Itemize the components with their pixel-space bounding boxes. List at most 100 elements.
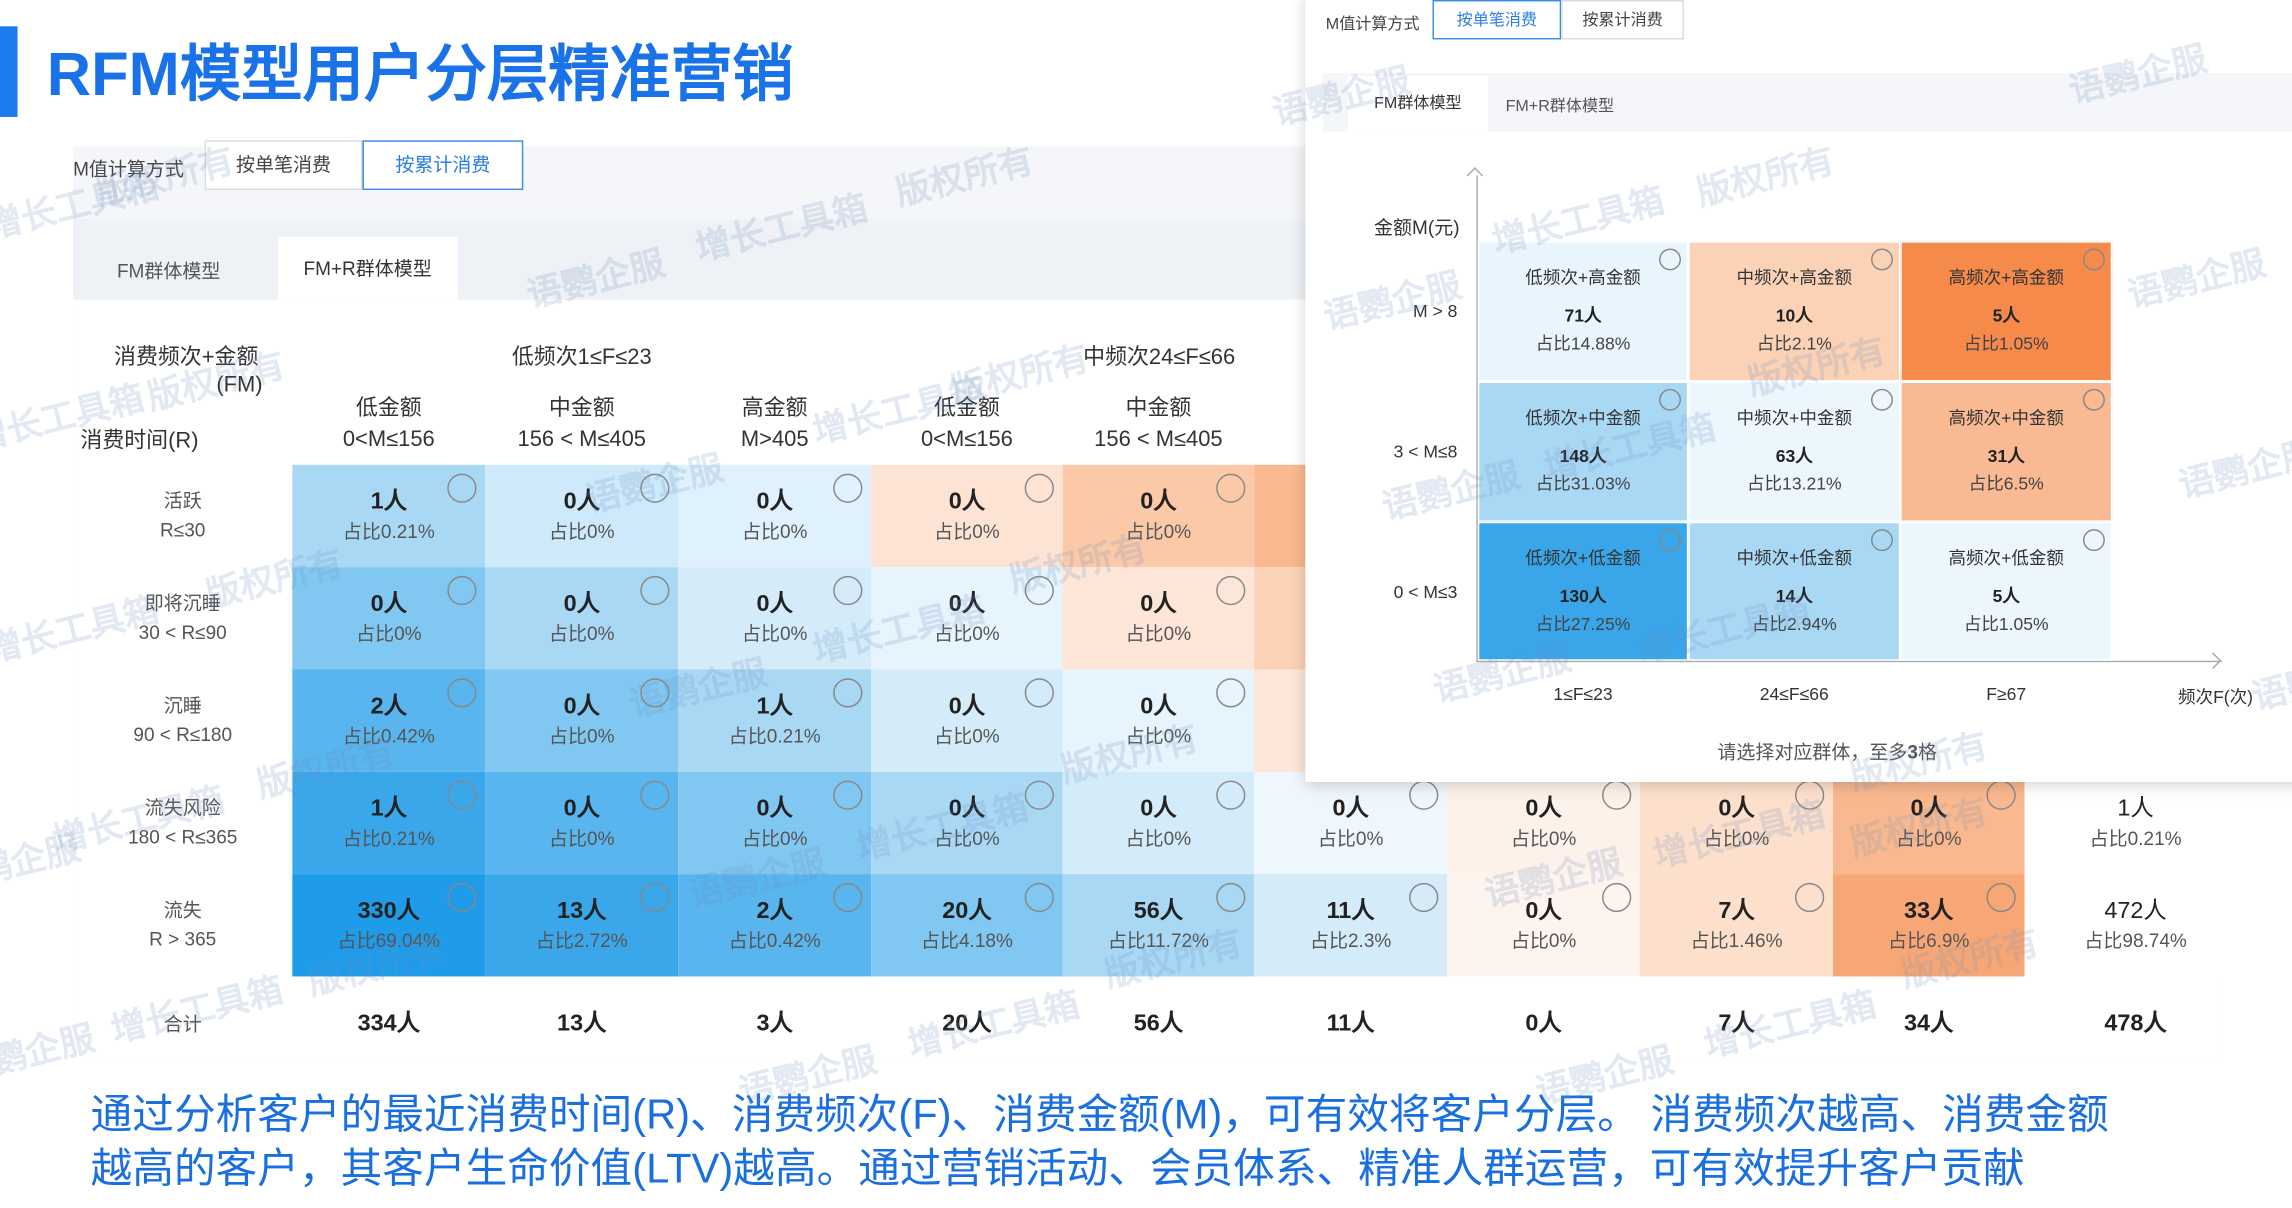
- grid-cell[interactable]: [1477, 241, 1689, 382]
- corner-text: 消费频次+金额: [114, 344, 259, 370]
- grid-cell[interactable]: [1900, 381, 2113, 522]
- grid-cell[interactable]: [1688, 381, 1901, 522]
- radio[interactable]: [1986, 882, 2016, 913]
- radio[interactable]: [833, 473, 863, 503]
- cell-count: 472人: [2104, 898, 2167, 924]
- grid-cell[interactable]: [1477, 381, 1689, 522]
- radio[interactable]: [1216, 473, 1246, 503]
- cell-count: 0人: [948, 694, 986, 720]
- radio[interactable]: [833, 678, 863, 708]
- watermark: 语鹦企服: [0, 828, 85, 901]
- radio[interactable]: [640, 575, 670, 606]
- radio[interactable]: [833, 575, 863, 606]
- note-part: 3: [1907, 741, 1918, 764]
- radio[interactable]: [1871, 529, 1893, 552]
- grid-label: 低频次+中金额: [1525, 407, 1641, 429]
- radio[interactable]: [1602, 882, 1632, 913]
- calc-option[interactable]: 按累计消费: [362, 140, 524, 191]
- radio[interactable]: [1024, 780, 1054, 810]
- cell-count: 20人: [942, 898, 992, 924]
- radio[interactable]: [2082, 529, 2105, 552]
- cell-count: 0人: [948, 489, 986, 515]
- radio[interactable]: [640, 780, 670, 810]
- radio[interactable]: [447, 882, 477, 913]
- x-axis: [1476, 660, 2222, 663]
- cell-share: 占比0%: [1703, 827, 1770, 850]
- radio[interactable]: [1409, 780, 1439, 810]
- grid-cell[interactable]: [1900, 241, 2113, 382]
- x-label: 24≤F≤66: [1759, 684, 1829, 705]
- group-header: 中频次24≤F≤66: [1083, 344, 1236, 370]
- grid-cell[interactable]: [1900, 521, 2113, 661]
- radio[interactable]: [1871, 248, 1893, 271]
- cell-count: 7人: [1718, 898, 1755, 924]
- radio[interactable]: [1871, 388, 1893, 411]
- x-axis-title: 频次F(次): [2177, 687, 2254, 708]
- model-tab[interactable]: FM+R群体模型: [277, 236, 458, 300]
- grid-count: 5人: [1992, 305, 2020, 326]
- radio[interactable]: [1659, 388, 1681, 411]
- radio[interactable]: [1024, 473, 1054, 503]
- cell-share: 占比0%: [1125, 725, 1192, 747]
- radio[interactable]: [1216, 882, 1246, 913]
- radio[interactable]: [2082, 388, 2105, 411]
- grid-count: 31人: [1987, 445, 2025, 467]
- grid-count: 63人: [1775, 445, 1813, 467]
- radio[interactable]: [1216, 780, 1246, 810]
- radio[interactable]: [1216, 678, 1246, 708]
- cell-count: 0人: [756, 489, 793, 515]
- model-tab[interactable]: FM群体模型: [116, 260, 221, 283]
- radio[interactable]: [1024, 678, 1054, 708]
- column-range: M>405: [740, 426, 809, 452]
- cell-count: 1人: [756, 694, 793, 720]
- radio[interactable]: [447, 780, 477, 810]
- cell-share: 占比0%: [356, 622, 422, 645]
- radio[interactable]: [1795, 780, 1825, 810]
- radio[interactable]: [1795, 882, 1825, 913]
- cell-share: 占比1.46%: [1690, 929, 1783, 952]
- column-name: 中金额: [1125, 396, 1192, 421]
- radio[interactable]: [1659, 529, 1681, 552]
- y-label: 3 < M≤8: [1393, 441, 1458, 462]
- radio[interactable]: [833, 780, 863, 810]
- radio[interactable]: [2082, 248, 2105, 271]
- cell-count: 0人: [563, 592, 600, 617]
- radio[interactable]: [640, 473, 670, 503]
- total-count: 11人: [1326, 1011, 1375, 1037]
- cell-count: 2人: [370, 694, 408, 720]
- grid-cell[interactable]: [1688, 521, 1901, 661]
- row-range: 180 < R≤365: [128, 825, 238, 848]
- radio[interactable]: [833, 882, 863, 913]
- cell-share: 占比2.3%: [1309, 929, 1392, 952]
- model-tab[interactable]: FM+R群体模型: [1505, 97, 1615, 116]
- grid-label: 中频次+高金额: [1736, 267, 1853, 288]
- row-name: 活跃: [163, 489, 202, 512]
- cell-share: 占比0.21%: [342, 827, 435, 850]
- radio[interactable]: [1024, 882, 1054, 913]
- calc-option[interactable]: 按累计消费: [1561, 0, 1684, 40]
- radio[interactable]: [1602, 780, 1632, 810]
- cell-share: 占比0.21%: [342, 520, 435, 543]
- row-range: R≤30: [160, 518, 206, 541]
- radio[interactable]: [640, 882, 670, 913]
- radio[interactable]: [447, 473, 477, 503]
- grid-count: 130人: [1559, 586, 1607, 607]
- radio[interactable]: [1986, 780, 2016, 810]
- calc-option[interactable]: 按单笔消费: [1432, 0, 1562, 40]
- radio[interactable]: [1216, 575, 1246, 606]
- calc-option[interactable]: 按单笔消费: [204, 140, 363, 191]
- cell-count: 330人: [357, 898, 421, 924]
- radio[interactable]: [447, 575, 477, 606]
- x-label: F≥67: [1986, 684, 2027, 705]
- grid-cell[interactable]: [1688, 241, 1901, 382]
- row-range: 90 < R≤180: [133, 723, 233, 746]
- radio[interactable]: [1409, 882, 1439, 913]
- column-range: 0<M≤156: [920, 426, 1013, 452]
- cell-share: 占比0%: [934, 725, 1000, 747]
- grid-cell[interactable]: [1477, 521, 1689, 661]
- radio[interactable]: [447, 678, 477, 708]
- radio[interactable]: [1659, 248, 1681, 271]
- radio[interactable]: [1024, 575, 1054, 606]
- radio[interactable]: [640, 678, 670, 708]
- model-tab[interactable]: FM群体模型: [1347, 76, 1489, 132]
